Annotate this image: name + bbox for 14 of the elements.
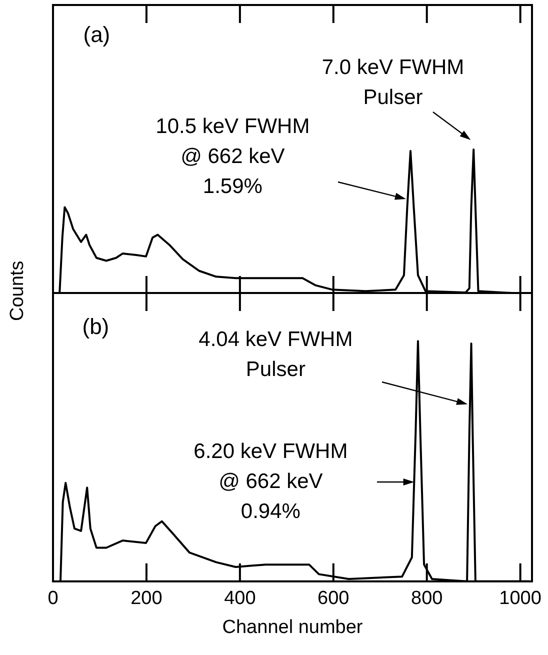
text: (b) bbox=[82, 314, 110, 339]
x-tick-label: 800 bbox=[411, 588, 443, 610]
x-tick-label: 200 bbox=[130, 588, 162, 610]
x-tick-label: 600 bbox=[318, 588, 350, 610]
x-tick-label: 0 bbox=[48, 588, 58, 610]
y-axis-title: Counts bbox=[7, 260, 29, 321]
annotation: 10.5 keV FWHM @ 662 keV 1.59% bbox=[154, 114, 311, 200]
text: 7.0 keV FWHM Pulser bbox=[320, 55, 466, 111]
x-axis-title: Channel number bbox=[222, 616, 364, 638]
annotation: 6.20 keV FWHM @ 662 keV 0.94% bbox=[192, 439, 349, 525]
x-tick-label: 400 bbox=[224, 588, 256, 610]
x-tick-label: 1000 bbox=[499, 588, 542, 610]
annotation: 4.04 keV FWHM Pulser bbox=[198, 327, 354, 383]
text: (a) bbox=[82, 21, 112, 49]
